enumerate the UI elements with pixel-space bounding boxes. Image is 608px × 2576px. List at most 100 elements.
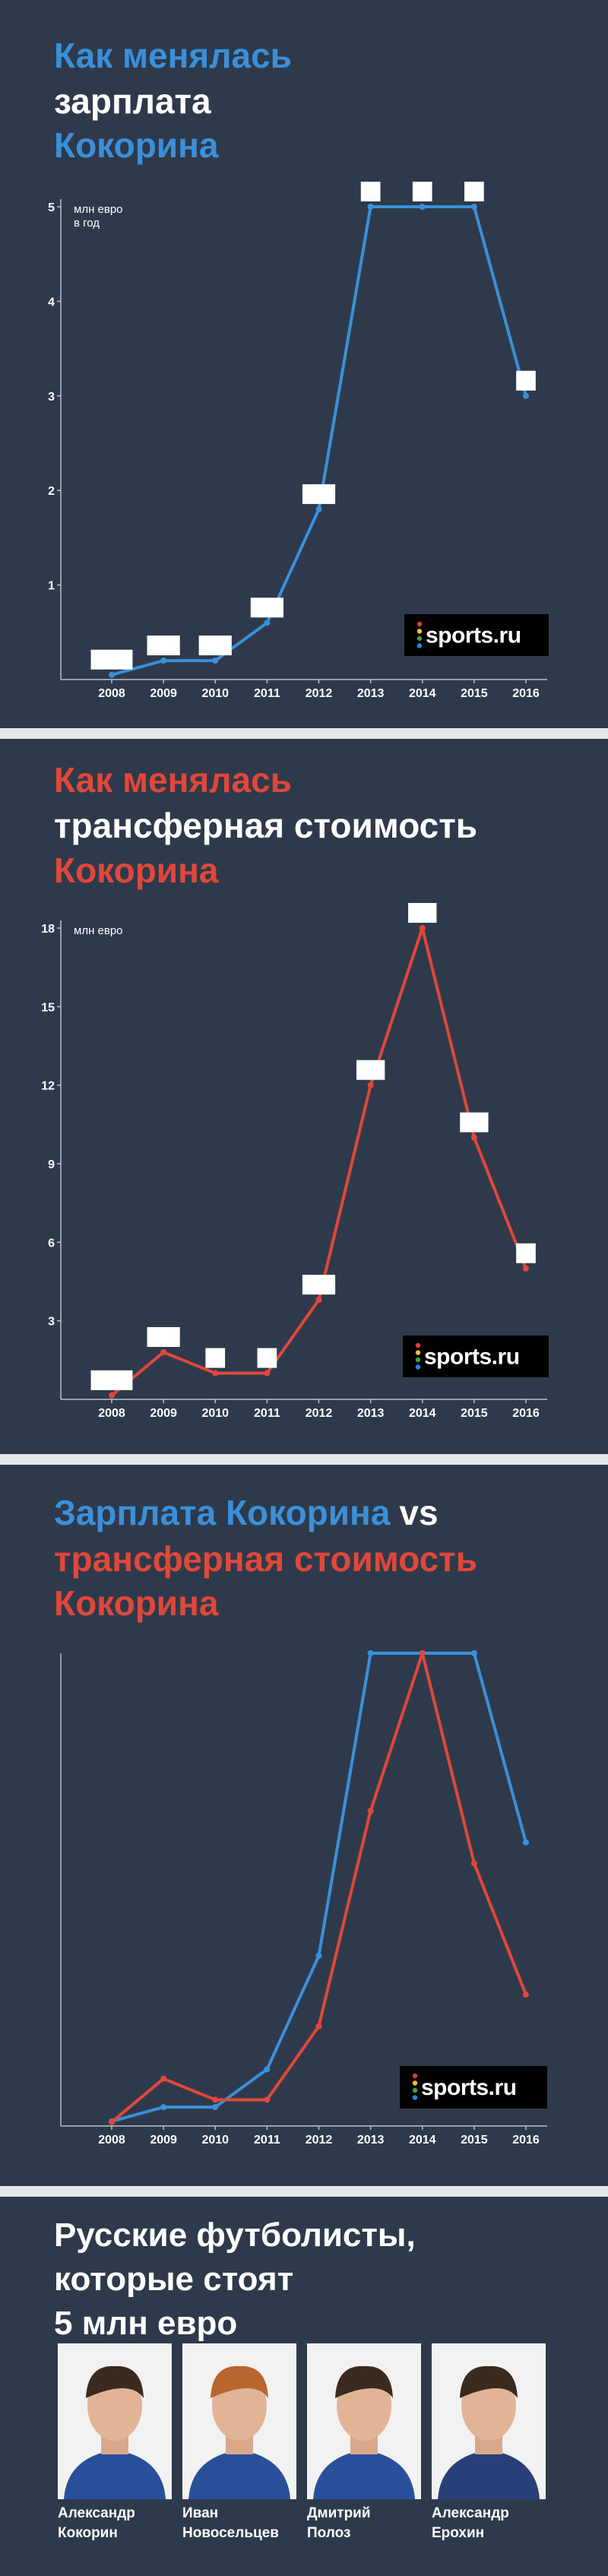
y-tick-label: 1 xyxy=(48,580,55,593)
value-label-box xyxy=(147,1327,180,1347)
photo-shoulders xyxy=(313,2450,415,2499)
value-label: 1 xyxy=(211,1350,220,1367)
y-axis-label: в год xyxy=(74,217,100,230)
data-point xyxy=(470,204,477,210)
data-point xyxy=(264,2066,271,2073)
value-label: 18 xyxy=(413,905,432,922)
x-tick-label: 2009 xyxy=(150,687,177,700)
data-point xyxy=(160,2104,167,2111)
logo-dot xyxy=(416,635,423,642)
y-tick-label: 3 xyxy=(48,391,55,404)
value-label: 0,6 xyxy=(256,599,278,616)
logo-box xyxy=(403,1336,549,1377)
data-point xyxy=(523,1265,529,1272)
data-point xyxy=(419,1650,426,1656)
value-label: 5 xyxy=(521,1245,530,1263)
value-label-box xyxy=(360,182,381,201)
player-first-name: Иван xyxy=(182,2505,218,2521)
data-point xyxy=(523,392,529,399)
x-tick-label: 2008 xyxy=(98,1407,125,1420)
x-tick-label: 2016 xyxy=(512,1407,540,1420)
value-label: 1,8 xyxy=(153,1329,176,1346)
y-tick-label: 6 xyxy=(48,1237,55,1250)
data-point xyxy=(367,1808,374,1814)
photo-shoulders xyxy=(64,2450,166,2499)
value-label-box xyxy=(464,182,484,201)
x-tick-label: 2011 xyxy=(254,1407,280,1420)
x-tick-label: 2015 xyxy=(461,2134,488,2147)
logo-text: sports.ru xyxy=(426,623,521,648)
value-label-box xyxy=(460,1112,489,1133)
player-last-name: Полоз xyxy=(307,2525,350,2541)
chart-title: Кокорина xyxy=(54,1583,219,1623)
x-tick-label: 2011 xyxy=(254,687,280,700)
logo-dot xyxy=(416,643,423,648)
y-tick-label: 5 xyxy=(48,201,55,214)
value-label-box xyxy=(356,1060,385,1080)
y-tick-label: 15 xyxy=(41,1001,55,1014)
data-point xyxy=(523,1991,529,1998)
data-point xyxy=(160,2075,167,2082)
x-tick-label: 2010 xyxy=(201,1407,229,1420)
x-tick-label: 2016 xyxy=(512,2134,540,2147)
chart-title: Как менялась xyxy=(54,36,292,75)
separator xyxy=(0,1454,608,1465)
x-tick-label: 2015 xyxy=(461,687,488,700)
photo-shoulders xyxy=(438,2450,540,2499)
data-point xyxy=(315,1297,322,1304)
title-part: трансферная стоимость xyxy=(54,1539,477,1579)
logo-dot xyxy=(412,2095,418,2100)
logo-dot xyxy=(412,2073,418,2079)
value-label: 5 xyxy=(366,183,375,201)
logo-dot xyxy=(415,1350,421,1355)
data-point xyxy=(109,1392,115,1399)
x-tick-label: 2008 xyxy=(98,687,125,700)
title-part: Кокорина xyxy=(54,851,219,890)
player-first-name: Александр xyxy=(58,2505,135,2521)
value-label: 3,8 xyxy=(308,1276,331,1294)
data-point xyxy=(160,1349,167,1355)
value-label: 5 xyxy=(418,183,427,201)
x-tick-label: 2016 xyxy=(512,687,540,700)
section-title: 5 млн евро xyxy=(54,2305,237,2342)
chart-title: Кокорина xyxy=(54,851,219,890)
data-point xyxy=(212,657,219,664)
data-point xyxy=(367,204,374,210)
data-point xyxy=(264,2096,271,2103)
x-tick-label: 2009 xyxy=(150,1407,177,1420)
data-point xyxy=(315,1953,322,1960)
data-point xyxy=(212,1370,219,1377)
chart-title: Зарплата Кокорина vs xyxy=(54,1493,439,1532)
title-part: Как менялась xyxy=(54,760,292,800)
x-tick-label: 2010 xyxy=(201,2134,229,2147)
data-point xyxy=(523,1839,529,1846)
x-tick-label: 2012 xyxy=(306,2134,333,2147)
x-tick-label: 2013 xyxy=(357,687,385,700)
logo-dot xyxy=(412,2080,418,2086)
data-point xyxy=(264,1370,271,1377)
data-point xyxy=(470,1134,477,1141)
title-part: зарплата xyxy=(54,81,211,121)
x-tick-label: 2013 xyxy=(357,1407,385,1420)
x-tick-label: 2011 xyxy=(254,2134,280,2147)
value-label-box xyxy=(302,484,336,505)
x-tick-label: 2014 xyxy=(409,687,436,700)
logo-dot xyxy=(415,1364,421,1370)
logo-box xyxy=(400,2066,547,2109)
title-part: Кокорина xyxy=(54,125,219,165)
y-axis-label: млн евро xyxy=(74,924,123,937)
value-label: 1,8 xyxy=(308,486,331,503)
data-point xyxy=(315,506,322,513)
data-point xyxy=(160,657,167,664)
logo-dot xyxy=(412,2087,418,2093)
player-last-name: Кокорин xyxy=(58,2525,118,2541)
photo-shoulders xyxy=(188,2450,290,2499)
value-label: 5 xyxy=(470,183,479,201)
x-tick-label: 2014 xyxy=(409,1407,436,1420)
value-label-box xyxy=(205,1348,226,1368)
data-point xyxy=(212,2104,219,2111)
data-point xyxy=(419,925,426,931)
separator xyxy=(0,2186,608,2197)
